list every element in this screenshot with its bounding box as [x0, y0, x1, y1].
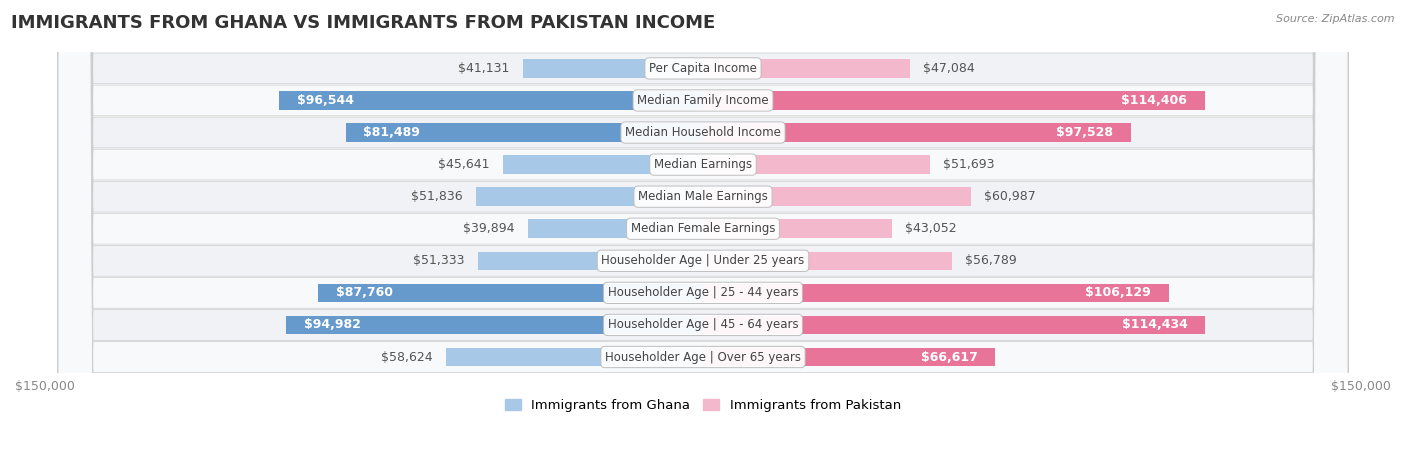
Text: Source: ZipAtlas.com: Source: ZipAtlas.com	[1277, 14, 1395, 24]
Bar	[703, 187, 970, 206]
Text: $47,084: $47,084	[922, 62, 974, 75]
FancyBboxPatch shape	[58, 0, 1348, 467]
Text: Householder Age | 25 - 44 years: Householder Age | 25 - 44 years	[607, 286, 799, 299]
Bar	[287, 316, 703, 334]
Text: $94,982: $94,982	[304, 318, 361, 332]
Text: Median Male Earnings: Median Male Earnings	[638, 190, 768, 203]
Text: $114,434: $114,434	[1122, 318, 1188, 332]
Text: $43,052: $43,052	[905, 222, 956, 235]
Text: $96,544: $96,544	[297, 94, 354, 107]
Text: $51,693: $51,693	[943, 158, 994, 171]
Bar	[703, 219, 891, 238]
Text: Median Household Income: Median Household Income	[626, 126, 780, 139]
FancyBboxPatch shape	[58, 0, 1348, 467]
Text: Per Capita Income: Per Capita Income	[650, 62, 756, 75]
Bar	[475, 187, 703, 206]
Text: $66,617: $66,617	[921, 351, 977, 363]
Text: $39,894: $39,894	[464, 222, 515, 235]
Text: $45,641: $45,641	[439, 158, 489, 171]
Legend: Immigrants from Ghana, Immigrants from Pakistan: Immigrants from Ghana, Immigrants from P…	[499, 394, 907, 418]
Bar	[703, 91, 1205, 110]
Bar	[703, 348, 995, 366]
Bar	[280, 91, 703, 110]
Text: Householder Age | Over 65 years: Householder Age | Over 65 years	[605, 351, 801, 363]
Text: $51,333: $51,333	[413, 255, 464, 267]
Text: Median Female Earnings: Median Female Earnings	[631, 222, 775, 235]
Bar	[318, 283, 703, 302]
Bar	[529, 219, 703, 238]
Bar	[503, 156, 703, 174]
Text: $97,528: $97,528	[1056, 126, 1114, 139]
Text: $60,987: $60,987	[984, 190, 1035, 203]
Bar	[703, 252, 952, 270]
Bar	[703, 59, 910, 78]
Bar	[703, 156, 929, 174]
Text: Householder Age | 45 - 64 years: Householder Age | 45 - 64 years	[607, 318, 799, 332]
Text: $81,489: $81,489	[363, 126, 420, 139]
FancyBboxPatch shape	[58, 0, 1348, 467]
Bar	[346, 123, 703, 142]
Text: Median Family Income: Median Family Income	[637, 94, 769, 107]
Text: $51,836: $51,836	[411, 190, 463, 203]
Text: Householder Age | Under 25 years: Householder Age | Under 25 years	[602, 255, 804, 267]
Text: $106,129: $106,129	[1085, 286, 1152, 299]
Bar	[523, 59, 703, 78]
Bar	[478, 252, 703, 270]
FancyBboxPatch shape	[58, 0, 1348, 467]
Text: $56,789: $56,789	[966, 255, 1017, 267]
Text: Median Earnings: Median Earnings	[654, 158, 752, 171]
FancyBboxPatch shape	[58, 0, 1348, 467]
Bar	[703, 123, 1130, 142]
FancyBboxPatch shape	[58, 0, 1348, 467]
Bar	[446, 348, 703, 366]
FancyBboxPatch shape	[58, 0, 1348, 467]
Bar	[703, 283, 1168, 302]
FancyBboxPatch shape	[58, 0, 1348, 467]
Text: $41,131: $41,131	[458, 62, 509, 75]
Bar	[703, 316, 1205, 334]
Text: IMMIGRANTS FROM GHANA VS IMMIGRANTS FROM PAKISTAN INCOME: IMMIGRANTS FROM GHANA VS IMMIGRANTS FROM…	[11, 14, 716, 32]
FancyBboxPatch shape	[58, 0, 1348, 467]
Text: $87,760: $87,760	[336, 286, 392, 299]
Text: $114,406: $114,406	[1122, 94, 1187, 107]
FancyBboxPatch shape	[58, 0, 1348, 467]
Text: $58,624: $58,624	[381, 351, 433, 363]
